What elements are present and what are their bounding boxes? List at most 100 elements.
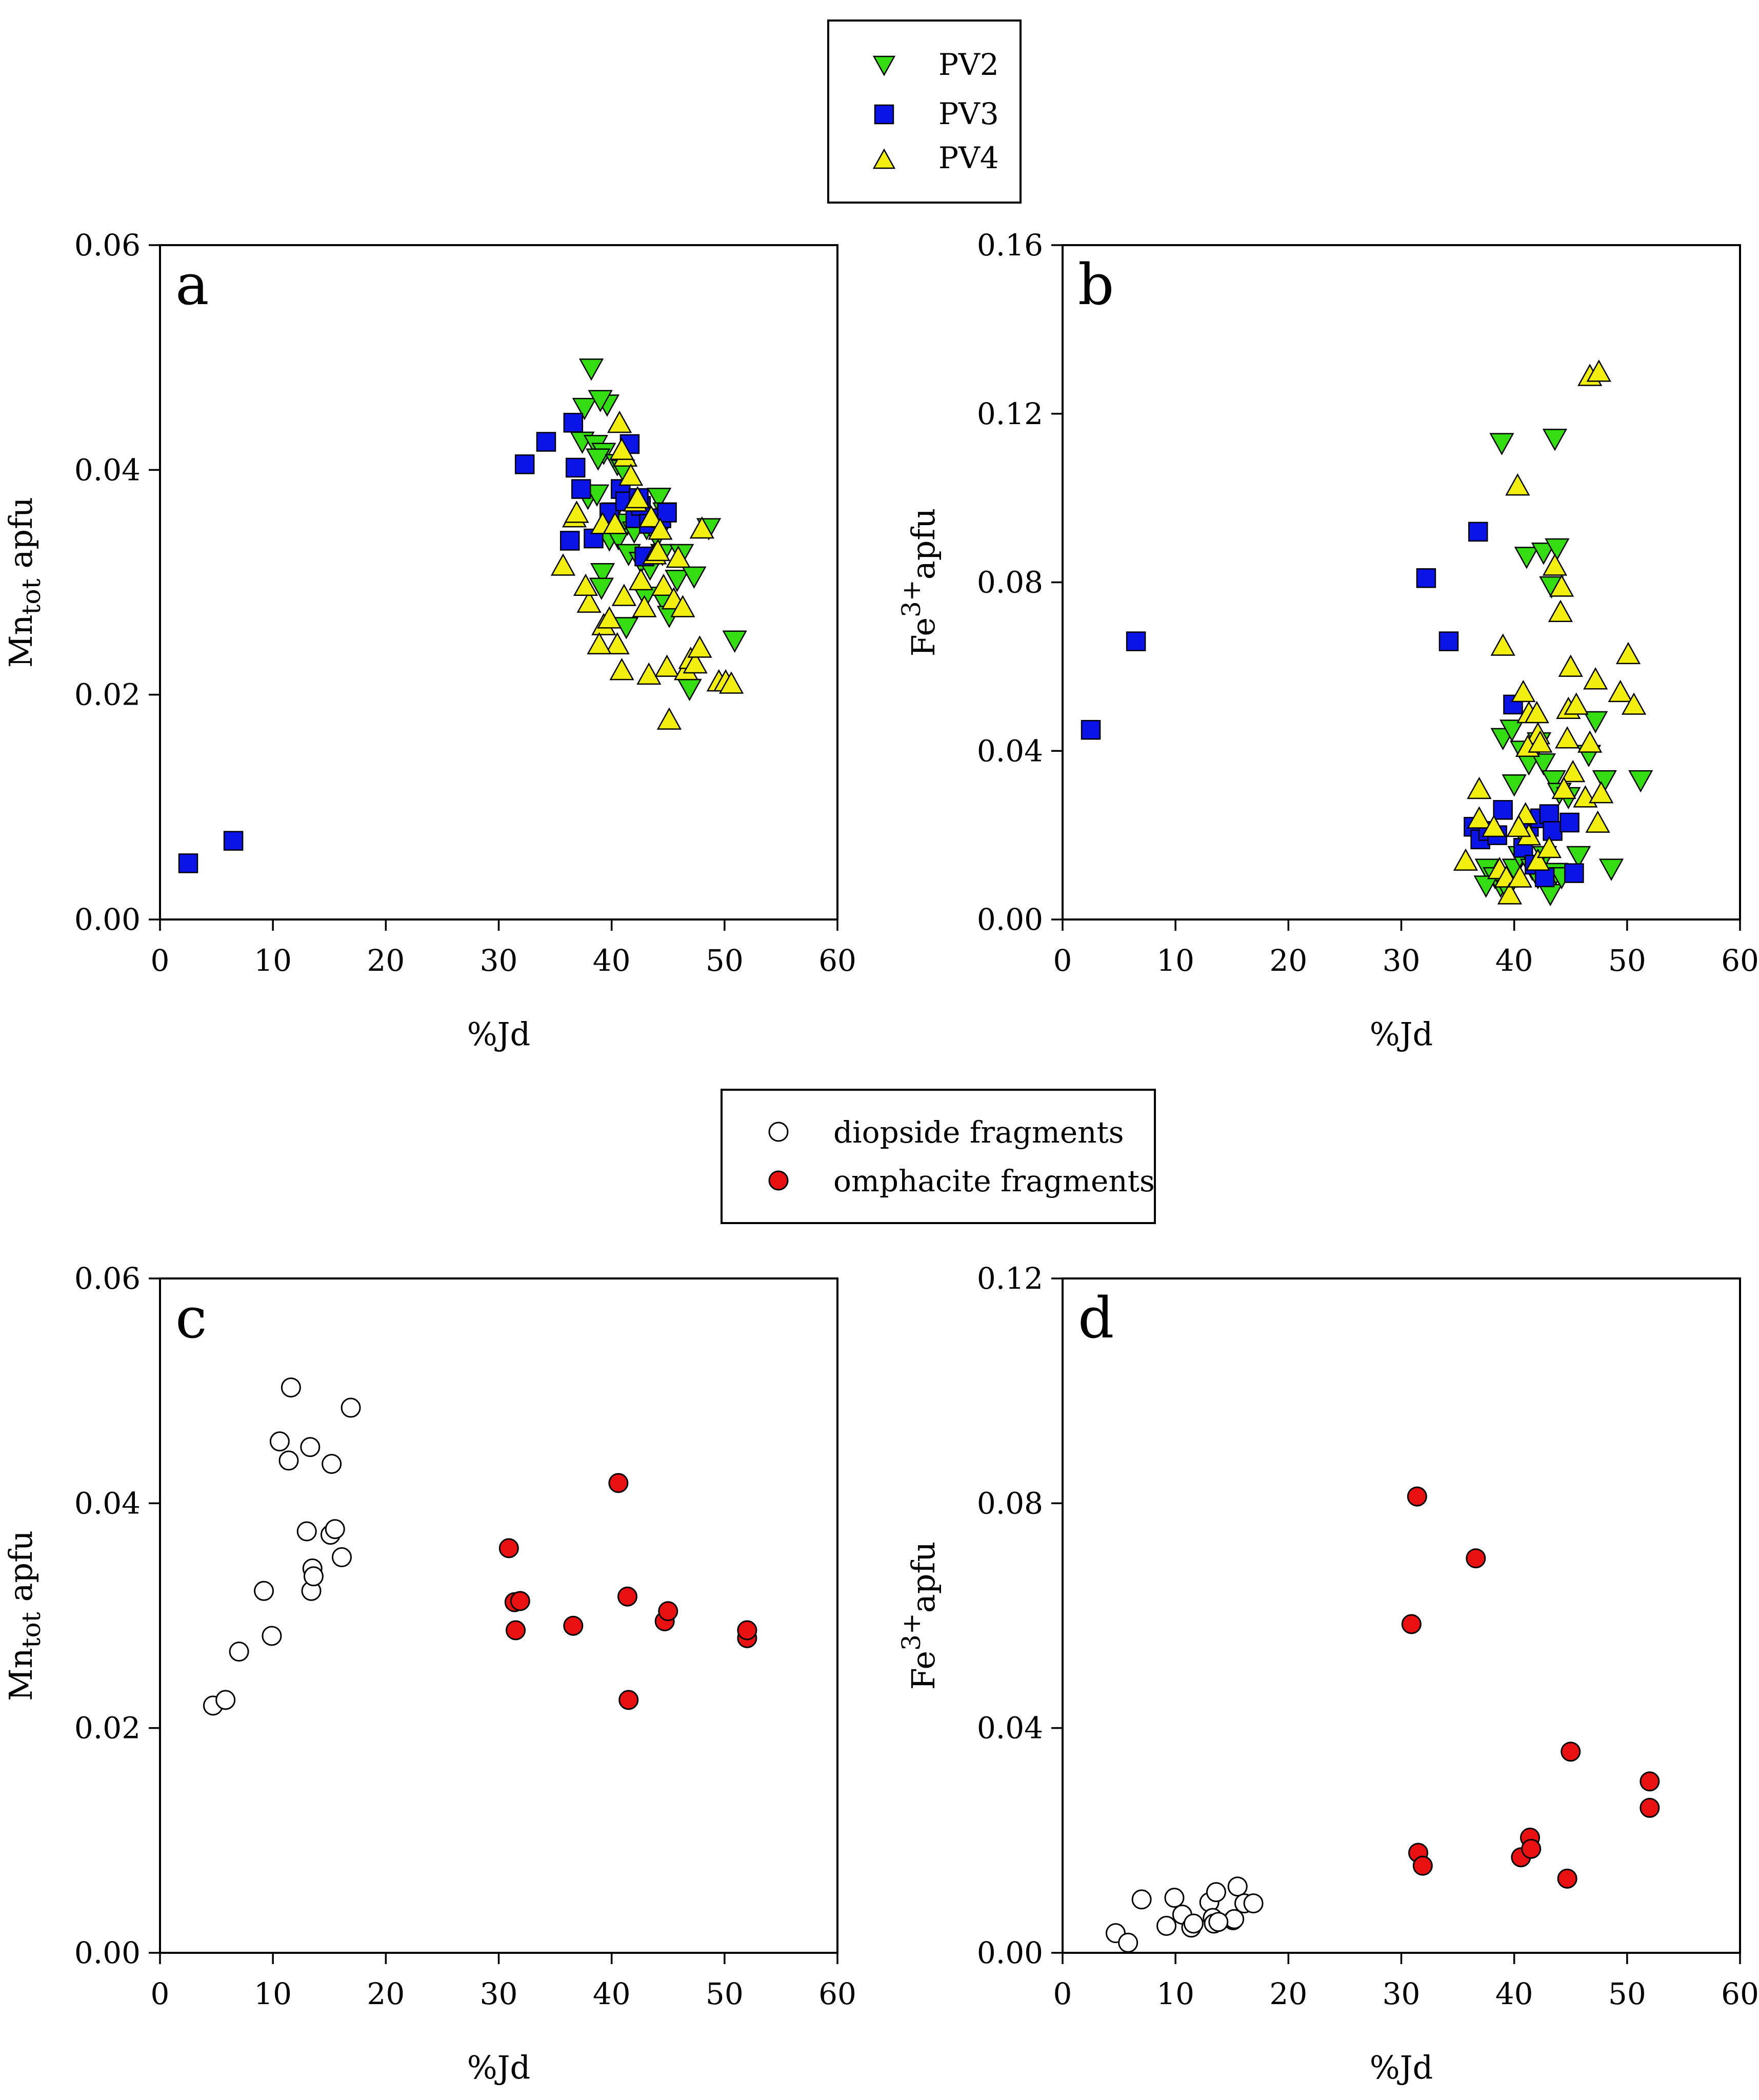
panel-letter: d — [1078, 1285, 1114, 1351]
x-tick-label: 20 — [367, 943, 405, 978]
data-point — [1598, 858, 1624, 881]
data-point — [1564, 863, 1584, 883]
data-point — [1412, 1855, 1433, 1876]
x-tick-label: 40 — [1495, 1976, 1533, 2011]
data-point — [682, 566, 707, 589]
scatter-panel-c: 0 10 20 30 40 50 60 0.00 0.02 0.04 0.06 %Jd Mntot ap… — [2, 1261, 856, 2086]
data-point — [1534, 867, 1555, 888]
x-axis-title: %Jd — [467, 2049, 530, 2086]
data-point — [1537, 884, 1563, 907]
legend-marker-triangle-down — [872, 55, 896, 76]
data-point — [722, 630, 747, 653]
data-point — [341, 1397, 361, 1418]
data-point — [656, 707, 682, 730]
data-point — [1467, 806, 1492, 829]
legend-entry-pv4: PV4 — [872, 141, 999, 175]
data-point — [1466, 1548, 1486, 1569]
data-point — [636, 662, 662, 685]
data-point — [651, 573, 676, 596]
data-point — [322, 1454, 342, 1474]
data-point — [564, 501, 589, 523]
y-axis-title-rest: apfu — [905, 508, 942, 580]
data-point — [666, 545, 691, 568]
data-point — [618, 463, 644, 486]
x-tick-label: 40 — [593, 943, 631, 978]
y-tick-label: 0.16 — [977, 228, 1043, 263]
data-point — [1555, 726, 1580, 749]
data-point — [1497, 882, 1522, 905]
legend-label-pv3: PV3 — [938, 96, 999, 131]
data-point — [1586, 359, 1611, 382]
legend-top-frame — [827, 19, 1022, 204]
y-axis-title: Fe3+apfu — [896, 1542, 942, 1690]
data-point — [609, 437, 634, 460]
data-point — [1585, 810, 1610, 833]
series-diopside-fragments — [1105, 1876, 1264, 1953]
data-point — [303, 1566, 324, 1587]
data-point — [1592, 770, 1617, 793]
data-point — [1208, 1912, 1229, 1932]
legend-entry-pv2: PV2 — [872, 47, 999, 82]
data-point — [331, 1547, 352, 1568]
plot-frame — [1062, 244, 1741, 921]
legend-top: PV2 PV3 PV4 — [827, 19, 1022, 204]
data-point — [1401, 1614, 1422, 1634]
data-point — [617, 1586, 637, 1607]
data-point — [578, 358, 604, 381]
data-point — [1126, 631, 1146, 651]
panel-letter: b — [1078, 252, 1114, 317]
x-tick-label: 10 — [254, 943, 292, 978]
legend-entry-diopside: diopside fragments — [768, 1115, 1124, 1150]
plot-frame — [159, 244, 838, 921]
data-point — [1524, 701, 1549, 724]
data-point — [1453, 848, 1478, 871]
y-tick-label: 0.08 — [977, 1486, 1043, 1521]
data-point — [1564, 692, 1589, 715]
x-tick-label: 30 — [1383, 1976, 1421, 2011]
data-point — [1164, 1888, 1185, 1908]
data-point — [1493, 800, 1513, 820]
y-axis-title: Mntot apfu — [2, 1530, 46, 1701]
y-axis-title-superscript: 3+ — [896, 579, 926, 617]
y-axis-title: Mntot apfu — [2, 497, 46, 668]
data-point — [1416, 568, 1436, 588]
x-axis-title: %Jd — [1370, 1015, 1433, 1053]
data-point — [603, 512, 628, 534]
data-point — [647, 488, 672, 510]
data-point — [1489, 433, 1514, 455]
data-point — [325, 1519, 345, 1539]
x-axis-title: %Jd — [467, 1015, 530, 1053]
data-point — [1542, 553, 1568, 576]
data-point — [1468, 522, 1488, 542]
series-omphacite-fragments — [498, 1473, 757, 1710]
plot-frame — [159, 1277, 838, 1954]
data-point — [1407, 1486, 1427, 1507]
data-point — [571, 479, 591, 499]
data-point — [1511, 679, 1536, 703]
data-point — [1628, 770, 1653, 793]
x-tick-label: 30 — [1383, 943, 1421, 978]
data-point — [657, 503, 677, 523]
data-point — [1545, 538, 1570, 561]
data-point — [1531, 753, 1556, 776]
series-pv3 — [1081, 522, 1584, 888]
data-point — [1561, 1742, 1581, 1762]
y-tick-label: 0.00 — [74, 902, 141, 937]
data-point — [1528, 730, 1553, 753]
data-point — [300, 1437, 321, 1457]
y-tick-label: 0.00 — [74, 1935, 141, 1970]
data-point — [563, 1615, 584, 1636]
y-tick-label: 0.12 — [977, 1261, 1043, 1296]
data-point — [1118, 1932, 1138, 1953]
y-axis-title: Fe3+apfu — [896, 508, 942, 657]
data-point — [689, 516, 714, 539]
data-point — [1566, 846, 1591, 869]
legend-bottom: diopside fragments omphacite fragments — [721, 1089, 1156, 1224]
data-point — [1541, 770, 1566, 793]
data-point — [1583, 711, 1608, 734]
data-point — [1467, 776, 1492, 799]
x-tick-label: 50 — [1608, 943, 1646, 978]
data-point — [229, 1642, 249, 1662]
y-tick-label: 0.04 — [977, 733, 1043, 768]
y-tick-label: 0.02 — [74, 1711, 141, 1746]
